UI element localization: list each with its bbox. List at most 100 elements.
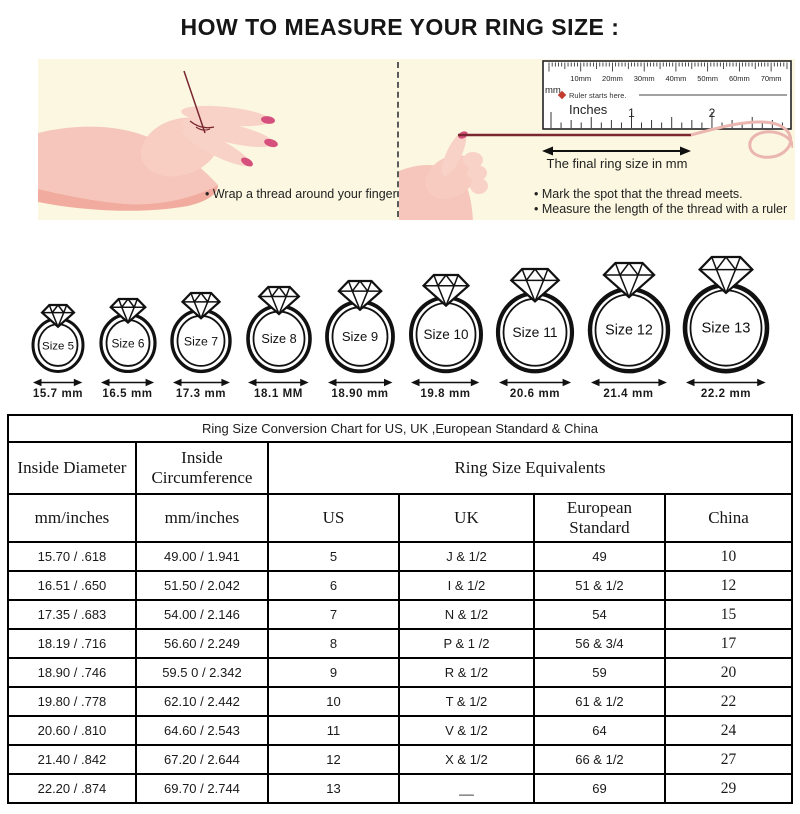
ring-size-item: Size 12 21.4 mm bbox=[583, 261, 675, 400]
subheader-us: US bbox=[266, 493, 400, 543]
diameter-arrow bbox=[248, 378, 309, 387]
ruler-mm-label: 70mm bbox=[761, 74, 782, 83]
table-cell: 27 bbox=[663, 744, 794, 775]
table-cell: T & 1/2 bbox=[397, 686, 535, 717]
ring-diameter-label: 20.6 mm bbox=[509, 388, 561, 400]
ring-size-label: Size 13 bbox=[702, 320, 751, 336]
final-size-caption: The final ring size in mm bbox=[546, 156, 688, 171]
table-row: 19.80 / .778 62.10 / 2.442 10 T & 1/2 61 & 1… bbox=[6, 686, 794, 717]
diameter-arrow bbox=[172, 378, 230, 387]
table-cell: 29 bbox=[663, 773, 794, 804]
table-row: 16.51 / .650 51.50 / 2.042 6 I & 1/2 51 & 1/… bbox=[6, 570, 794, 601]
ring-size-item: Size 11 20.6 mm bbox=[491, 267, 579, 400]
ring-illustration: Size 10 bbox=[408, 273, 483, 374]
table-title: Ring Size Conversion Chart for US, UK ,E… bbox=[6, 414, 794, 443]
table-cell: 8 bbox=[266, 628, 400, 659]
table-cell: N & 1/2 bbox=[397, 599, 535, 630]
thread-line bbox=[183, 70, 206, 134]
ring-diameter-label: 19.8 mm bbox=[420, 388, 471, 400]
ring-size-label: Size 9 bbox=[342, 329, 378, 344]
table-cell: 6 bbox=[266, 570, 400, 601]
table-cell: 12 bbox=[663, 570, 794, 601]
table-cell: 12 bbox=[266, 744, 400, 775]
size-arrow-right-head bbox=[680, 146, 691, 156]
table-cell: 51.50 / 2.042 bbox=[134, 570, 269, 601]
subheader-china: China bbox=[663, 493, 794, 543]
ring-illustration: Size 12 bbox=[587, 261, 670, 374]
header-inside-circumference: Inside Circumference bbox=[134, 441, 269, 495]
ring-illustration: Size 9 bbox=[325, 279, 395, 373]
ruler-inch-number: 1 bbox=[628, 106, 635, 120]
table-cell: 62.10 / 2.442 bbox=[134, 686, 269, 717]
instruction-wrap-thread: • Wrap a thread around your finger bbox=[205, 187, 397, 201]
table-row: 20.60 / .810 64.60 / 2.543 11 V & 1/2 64 24 bbox=[6, 715, 794, 746]
page-title: HOW TO MEASURE YOUR RING SIZE : bbox=[180, 14, 620, 40]
ring-diameter-label: 18.90 mm bbox=[331, 388, 389, 400]
ring-finger bbox=[181, 128, 251, 166]
table-cell: X & 1/2 bbox=[397, 744, 535, 775]
table-cell: 49 bbox=[532, 541, 666, 572]
table-cell: 9 bbox=[266, 657, 400, 688]
nail-3 bbox=[241, 157, 253, 167]
diameter-arrow bbox=[33, 378, 83, 387]
table-cell: 16.51 / .650 bbox=[6, 570, 137, 601]
table-cell: 24 bbox=[663, 715, 794, 746]
ruler-inch-number: 2 bbox=[709, 106, 716, 120]
conversion-table: Ring Size Conversion Chart for US, UK ,E… bbox=[6, 414, 794, 804]
table-cell: 15 bbox=[663, 599, 794, 630]
ring-illustration: Size 8 bbox=[245, 285, 312, 373]
ring-size-guide: HOW TO MEASURE YOUR RING SIZE : bbox=[0, 14, 800, 804]
table-cell: 17.35 / .683 bbox=[6, 599, 137, 630]
table-cell: 18.90 / .746 bbox=[6, 657, 137, 688]
ring-size-item: Size 5 15.7 mm bbox=[26, 303, 90, 400]
table-cell: 5 bbox=[266, 541, 400, 572]
table-row: 22.20 / .874 69.70 / 2.744 13 __ 69 29 bbox=[6, 773, 794, 804]
subheader-mm-inches-circumference: mm/inches bbox=[134, 493, 269, 543]
nail-2 bbox=[264, 138, 278, 148]
ruler-starts-here-label: Ruler starts here. bbox=[569, 91, 627, 100]
curled-finger-1 bbox=[463, 152, 483, 168]
diameter-arrow bbox=[327, 378, 393, 387]
curled-finger-2 bbox=[467, 165, 487, 181]
ring-size-label: Size 12 bbox=[605, 322, 653, 338]
diameter-arrow bbox=[686, 378, 766, 387]
diameter-arrow bbox=[590, 378, 667, 387]
table-cell: R & 1/2 bbox=[397, 657, 535, 688]
table-cell: 54 bbox=[532, 599, 666, 630]
ring-size-row: Size 5 15.7 mm Size 6 16.5 mm Size 7 17.3 mm S… bbox=[12, 240, 788, 400]
ring-diameter-label: 18.1 MM bbox=[254, 388, 303, 400]
table-cell: 61 & 1/2 bbox=[532, 686, 666, 717]
header-inside-diameter: Inside Diameter bbox=[6, 441, 137, 495]
arm-shadow bbox=[38, 185, 218, 211]
table-cell: __ bbox=[397, 773, 535, 804]
table-cell: 7 bbox=[266, 599, 400, 630]
table-cell: 64.60 / 2.543 bbox=[134, 715, 269, 746]
table-row: 17.35 / .683 54.00 / 2.146 7 N & 1/2 54 15 bbox=[6, 599, 794, 630]
table-cell: 20.60 / .810 bbox=[6, 715, 137, 746]
ring-size-label: Size 11 bbox=[512, 324, 558, 340]
ring-size-label: Size 6 bbox=[111, 336, 144, 350]
table-cell: 21.40 / .842 bbox=[6, 744, 137, 775]
instruction-mark-spot: • Mark the spot that the thread meets. bbox=[534, 187, 743, 201]
ring-size-label: Size 7 bbox=[184, 334, 218, 348]
subheader-mm-inches-diameter: mm/inches bbox=[6, 493, 137, 543]
curled-finger-3 bbox=[470, 178, 488, 194]
ring-size-item: Size 6 16.5 mm bbox=[94, 297, 162, 400]
table-cell: 11 bbox=[266, 715, 400, 746]
table-cell: 49.00 / 1.941 bbox=[134, 541, 269, 572]
table-cell: 54.00 / 2.146 bbox=[134, 599, 269, 630]
table-cell: V & 1/2 bbox=[397, 715, 535, 746]
table-cell: 22 bbox=[663, 686, 794, 717]
ring-illustration: Size 13 bbox=[682, 255, 770, 374]
thread-loop bbox=[189, 120, 215, 129]
table-subheader-row: mm/inches mm/inches US UK European Stand… bbox=[6, 493, 794, 543]
table-cell: P & 1 /2 bbox=[397, 628, 535, 659]
ring-illustration: Size 6 bbox=[98, 297, 157, 373]
table-cell: 64 bbox=[532, 715, 666, 746]
ring-illustration: Size 5 bbox=[31, 303, 85, 373]
middle-finger bbox=[182, 118, 274, 148]
ruler-mm-label: 50mm bbox=[697, 74, 718, 83]
subheader-european-standard: European Standard bbox=[532, 493, 666, 543]
ruler-inches-label: Inches bbox=[569, 102, 608, 117]
ruler-mm-label: 20mm bbox=[602, 74, 623, 83]
